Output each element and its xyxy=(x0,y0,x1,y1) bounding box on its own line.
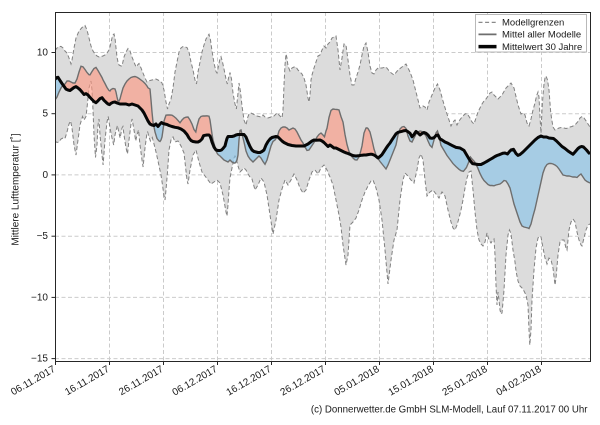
svg-text:Mittlere Lufttemperatur [˚]: Mittlere Lufttemperatur [˚] xyxy=(10,133,22,245)
svg-text:5: 5 xyxy=(42,109,48,120)
svg-text:Mittel aller Modelle: Mittel aller Modelle xyxy=(502,30,581,41)
svg-text:−5: −5 xyxy=(37,231,49,242)
svg-text:10: 10 xyxy=(37,48,49,59)
svg-text:Modellgrenzen: Modellgrenzen xyxy=(502,18,564,29)
svg-text:−10: −10 xyxy=(31,292,48,303)
svg-text:−15: −15 xyxy=(31,354,48,365)
svg-text:0: 0 xyxy=(42,170,48,181)
svg-text:(c) Donnerwetter.de GmbH SLM-M: (c) Donnerwetter.de GmbH SLM-Modell, Lau… xyxy=(311,405,588,416)
svg-text:Mittelwert 30 Jahre: Mittelwert 30 Jahre xyxy=(502,42,582,53)
